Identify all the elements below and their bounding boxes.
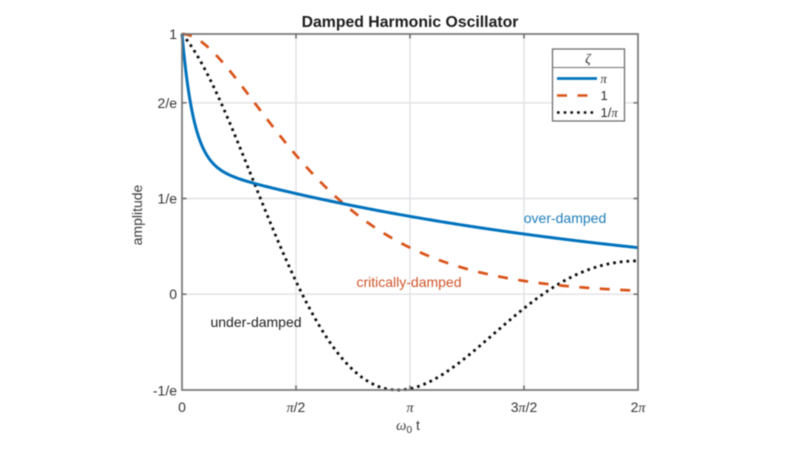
svg-text:0: 0 <box>169 286 177 302</box>
svg-text:under-damped: under-damped <box>210 314 301 330</box>
svg-text:π/2: π/2 <box>287 399 306 416</box>
svg-text:1/π: 1/π <box>601 105 619 120</box>
svg-text:π: π <box>406 401 414 416</box>
svg-text:2π: 2π <box>631 399 647 416</box>
svg-text:1: 1 <box>601 88 608 103</box>
svg-text:over-damped: over-damped <box>524 210 607 226</box>
svg-text:amplitude: amplitude <box>129 184 145 245</box>
svg-text:ζ: ζ <box>585 51 592 66</box>
svg-text:π: π <box>601 72 608 86</box>
svg-text:1/e: 1/e <box>158 191 178 207</box>
svg-text:0: 0 <box>178 399 186 415</box>
svg-text:ω0 t: ω0 t <box>396 417 420 436</box>
svg-text:Damped Harmonic Oscillator: Damped Harmonic Oscillator <box>302 14 519 31</box>
svg-text:-1/e: -1/e <box>153 383 177 399</box>
svg-text:1: 1 <box>169 26 177 42</box>
svg-text:critically-damped: critically-damped <box>356 274 461 290</box>
svg-text:2/e: 2/e <box>158 95 178 111</box>
svg-text:3π/2: 3π/2 <box>511 399 538 416</box>
